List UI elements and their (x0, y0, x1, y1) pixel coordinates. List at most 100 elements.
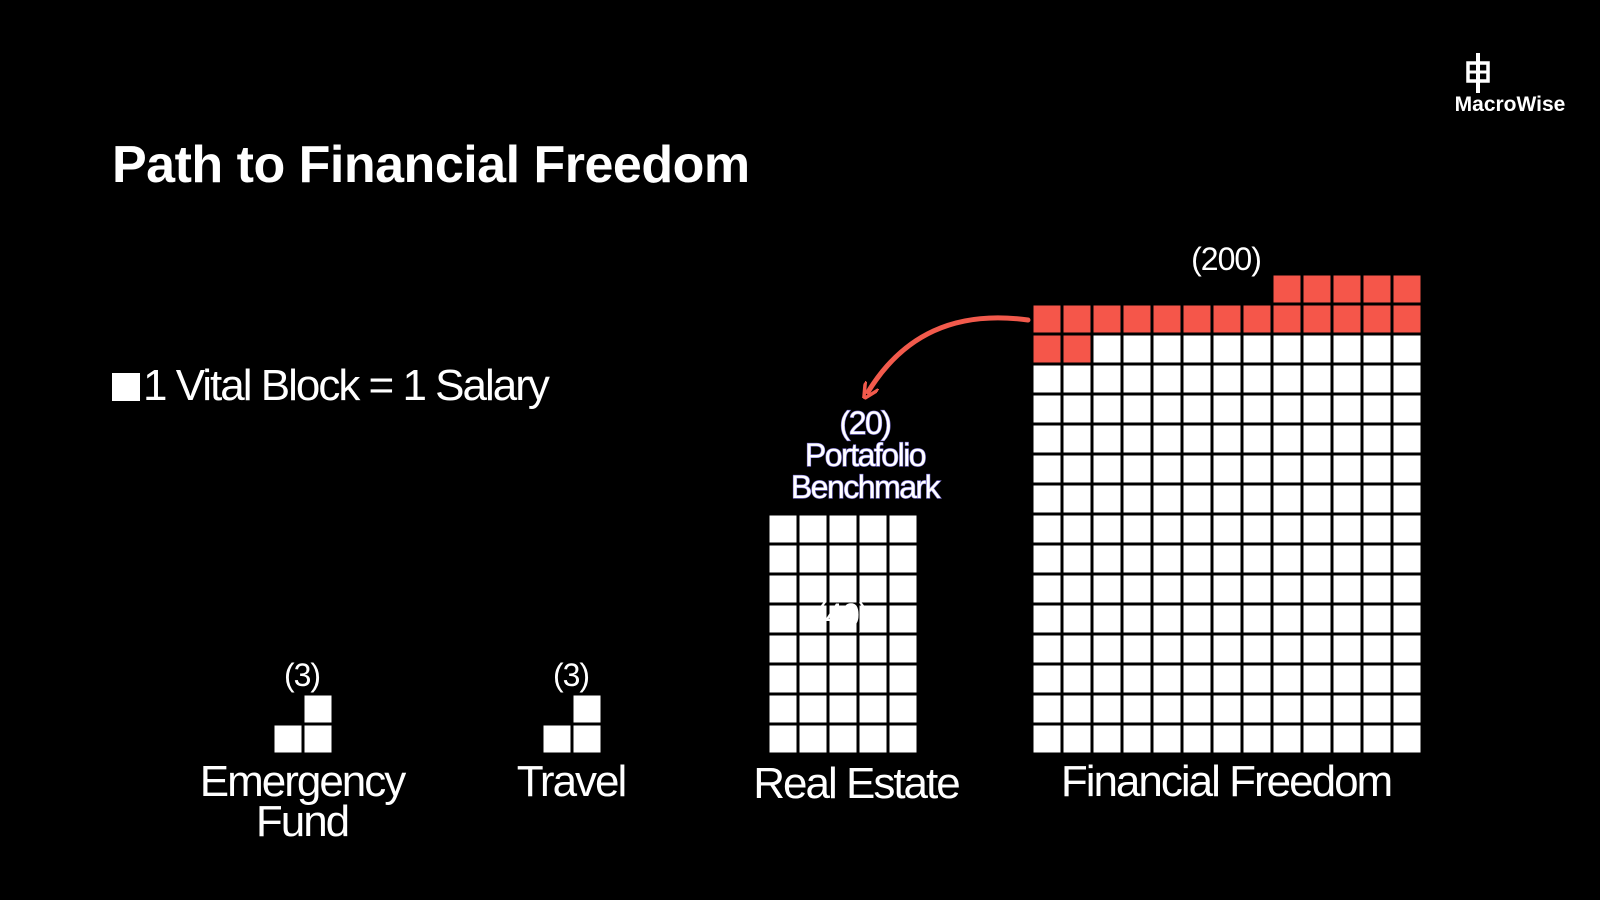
vital-block (1062, 364, 1092, 394)
vital-block (1062, 574, 1092, 604)
vital-block (1092, 694, 1122, 724)
highlight-block (1392, 304, 1422, 334)
vital-block (1092, 334, 1122, 364)
vital-block (303, 724, 333, 754)
vital-block (1122, 454, 1152, 484)
vital-block (1092, 634, 1122, 664)
vital-block (1122, 724, 1152, 754)
vital-block (798, 574, 828, 604)
vital-block (1272, 484, 1302, 514)
highlight-block (1392, 274, 1422, 304)
vital-block (1362, 604, 1392, 634)
vital-block (1122, 694, 1152, 724)
annotation-arrow (868, 315, 1031, 392)
vital-block (828, 724, 858, 754)
vital-block (798, 604, 828, 634)
vital-block (1032, 724, 1062, 754)
vital-block (858, 724, 888, 754)
vital-block (1182, 694, 1212, 724)
vital-block (1302, 364, 1332, 394)
vital-block (1212, 544, 1242, 574)
category-label: Real Estate (753, 759, 959, 808)
vital-block (1272, 544, 1302, 574)
vital-block (1332, 484, 1362, 514)
vital-block (768, 634, 798, 664)
vital-block (1392, 484, 1422, 514)
vital-block (1272, 574, 1302, 604)
vital-block (1152, 634, 1182, 664)
highlight-block (1062, 334, 1092, 364)
vital-block (1152, 514, 1182, 544)
vital-block (1332, 634, 1362, 664)
vital-block (1032, 544, 1062, 574)
vital-block (1122, 484, 1152, 514)
vital-block (1122, 664, 1152, 694)
vital-block (1122, 424, 1152, 454)
brand-logo: MacroWise (1455, 53, 1566, 116)
vital-block (1392, 454, 1422, 484)
annotation-count: (20) (840, 405, 891, 441)
vital-block (828, 694, 858, 724)
vital-block (1182, 664, 1212, 694)
vital-block (858, 574, 888, 604)
vital-block (1392, 574, 1422, 604)
vital-block (1182, 454, 1212, 484)
vital-block (1032, 604, 1062, 634)
vital-block (1242, 454, 1272, 484)
vital-block (1062, 424, 1092, 454)
vital-block (1272, 394, 1302, 424)
vital-block (1332, 694, 1362, 724)
count-label: (3) (553, 657, 589, 693)
brand-name: MacroWise (1455, 93, 1566, 116)
vital-block (1242, 364, 1272, 394)
vital-block (1332, 664, 1362, 694)
highlight-block (1272, 304, 1302, 334)
vital-block (828, 634, 858, 664)
vital-block (1302, 334, 1332, 364)
vital-block (1302, 694, 1332, 724)
page-title: Path to Financial Freedom (112, 136, 750, 194)
vital-block (1092, 424, 1122, 454)
vital-block (1272, 724, 1302, 754)
vital-block (1242, 394, 1272, 424)
vital-block (1092, 544, 1122, 574)
vital-block (1272, 514, 1302, 544)
vital-block (1212, 514, 1242, 544)
vital-block (542, 724, 572, 754)
vital-block (1092, 484, 1122, 514)
vital-block (1242, 694, 1272, 724)
vital-block (1242, 484, 1272, 514)
vital-block (1122, 544, 1152, 574)
vital-block (1152, 544, 1182, 574)
vital-block (1242, 574, 1272, 604)
category-label: Financial Freedom (1061, 757, 1391, 806)
vital-block (1272, 424, 1302, 454)
vital-block (1362, 454, 1392, 484)
vital-block (1152, 604, 1182, 634)
vital-block (1062, 514, 1092, 544)
vital-block (888, 544, 918, 574)
highlight-block (1092, 304, 1122, 334)
vital-block (1152, 454, 1182, 484)
highlight-block (1212, 304, 1242, 334)
highlight-block (1362, 274, 1392, 304)
vital-block (1182, 424, 1212, 454)
vital-block (1062, 664, 1092, 694)
vital-block (1212, 424, 1242, 454)
vital-block (1272, 634, 1302, 664)
vital-block (1362, 484, 1392, 514)
vital-block (1392, 424, 1422, 454)
vital-block (1032, 424, 1062, 454)
highlight-block (1332, 274, 1362, 304)
vital-block (1032, 454, 1062, 484)
vital-block (1032, 484, 1062, 514)
vital-block (1062, 454, 1092, 484)
vital-block (1092, 604, 1122, 634)
vital-block (1092, 574, 1122, 604)
vital-block (1362, 724, 1392, 754)
vital-block (828, 544, 858, 574)
category-group: (3) Travel (517, 657, 628, 806)
vital-block (1392, 604, 1422, 634)
vital-block (1182, 634, 1212, 664)
